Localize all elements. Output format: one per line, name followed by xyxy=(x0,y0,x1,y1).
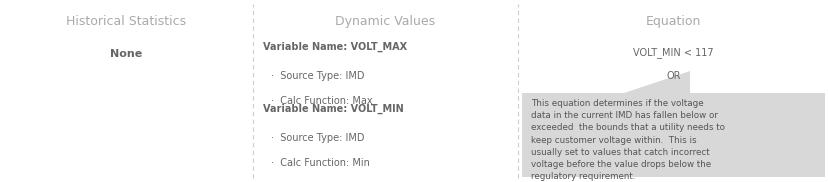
Text: VOLT_MIN < 117: VOLT_MIN < 117 xyxy=(633,47,713,58)
Text: Historical Statistics: Historical Statistics xyxy=(66,15,186,27)
Text: ·  Source Type: IMD: · Source Type: IMD xyxy=(271,71,364,81)
Text: OR: OR xyxy=(666,71,680,81)
Text: ·  Calc Function: Max: · Calc Function: Max xyxy=(271,96,373,106)
Text: None: None xyxy=(110,49,142,59)
Text: VOLT_MAX > 127: VOLT_MAX > 127 xyxy=(631,95,715,106)
Text: Equation: Equation xyxy=(645,15,700,27)
Text: This equation determines if the voltage
data in the current IMD has fallen below: This equation determines if the voltage … xyxy=(530,99,724,181)
Text: ·  Source Type: IMD: · Source Type: IMD xyxy=(271,133,364,143)
FancyBboxPatch shape xyxy=(522,93,824,177)
Polygon shape xyxy=(623,71,689,93)
Text: Variable Name: VOLT_MAX: Variable Name: VOLT_MAX xyxy=(262,42,407,52)
Text: Dynamic Values: Dynamic Values xyxy=(335,15,435,27)
Text: Variable Name: VOLT_MIN: Variable Name: VOLT_MIN xyxy=(262,104,403,114)
Text: ·  Calc Function: Min: · Calc Function: Min xyxy=(271,158,369,168)
